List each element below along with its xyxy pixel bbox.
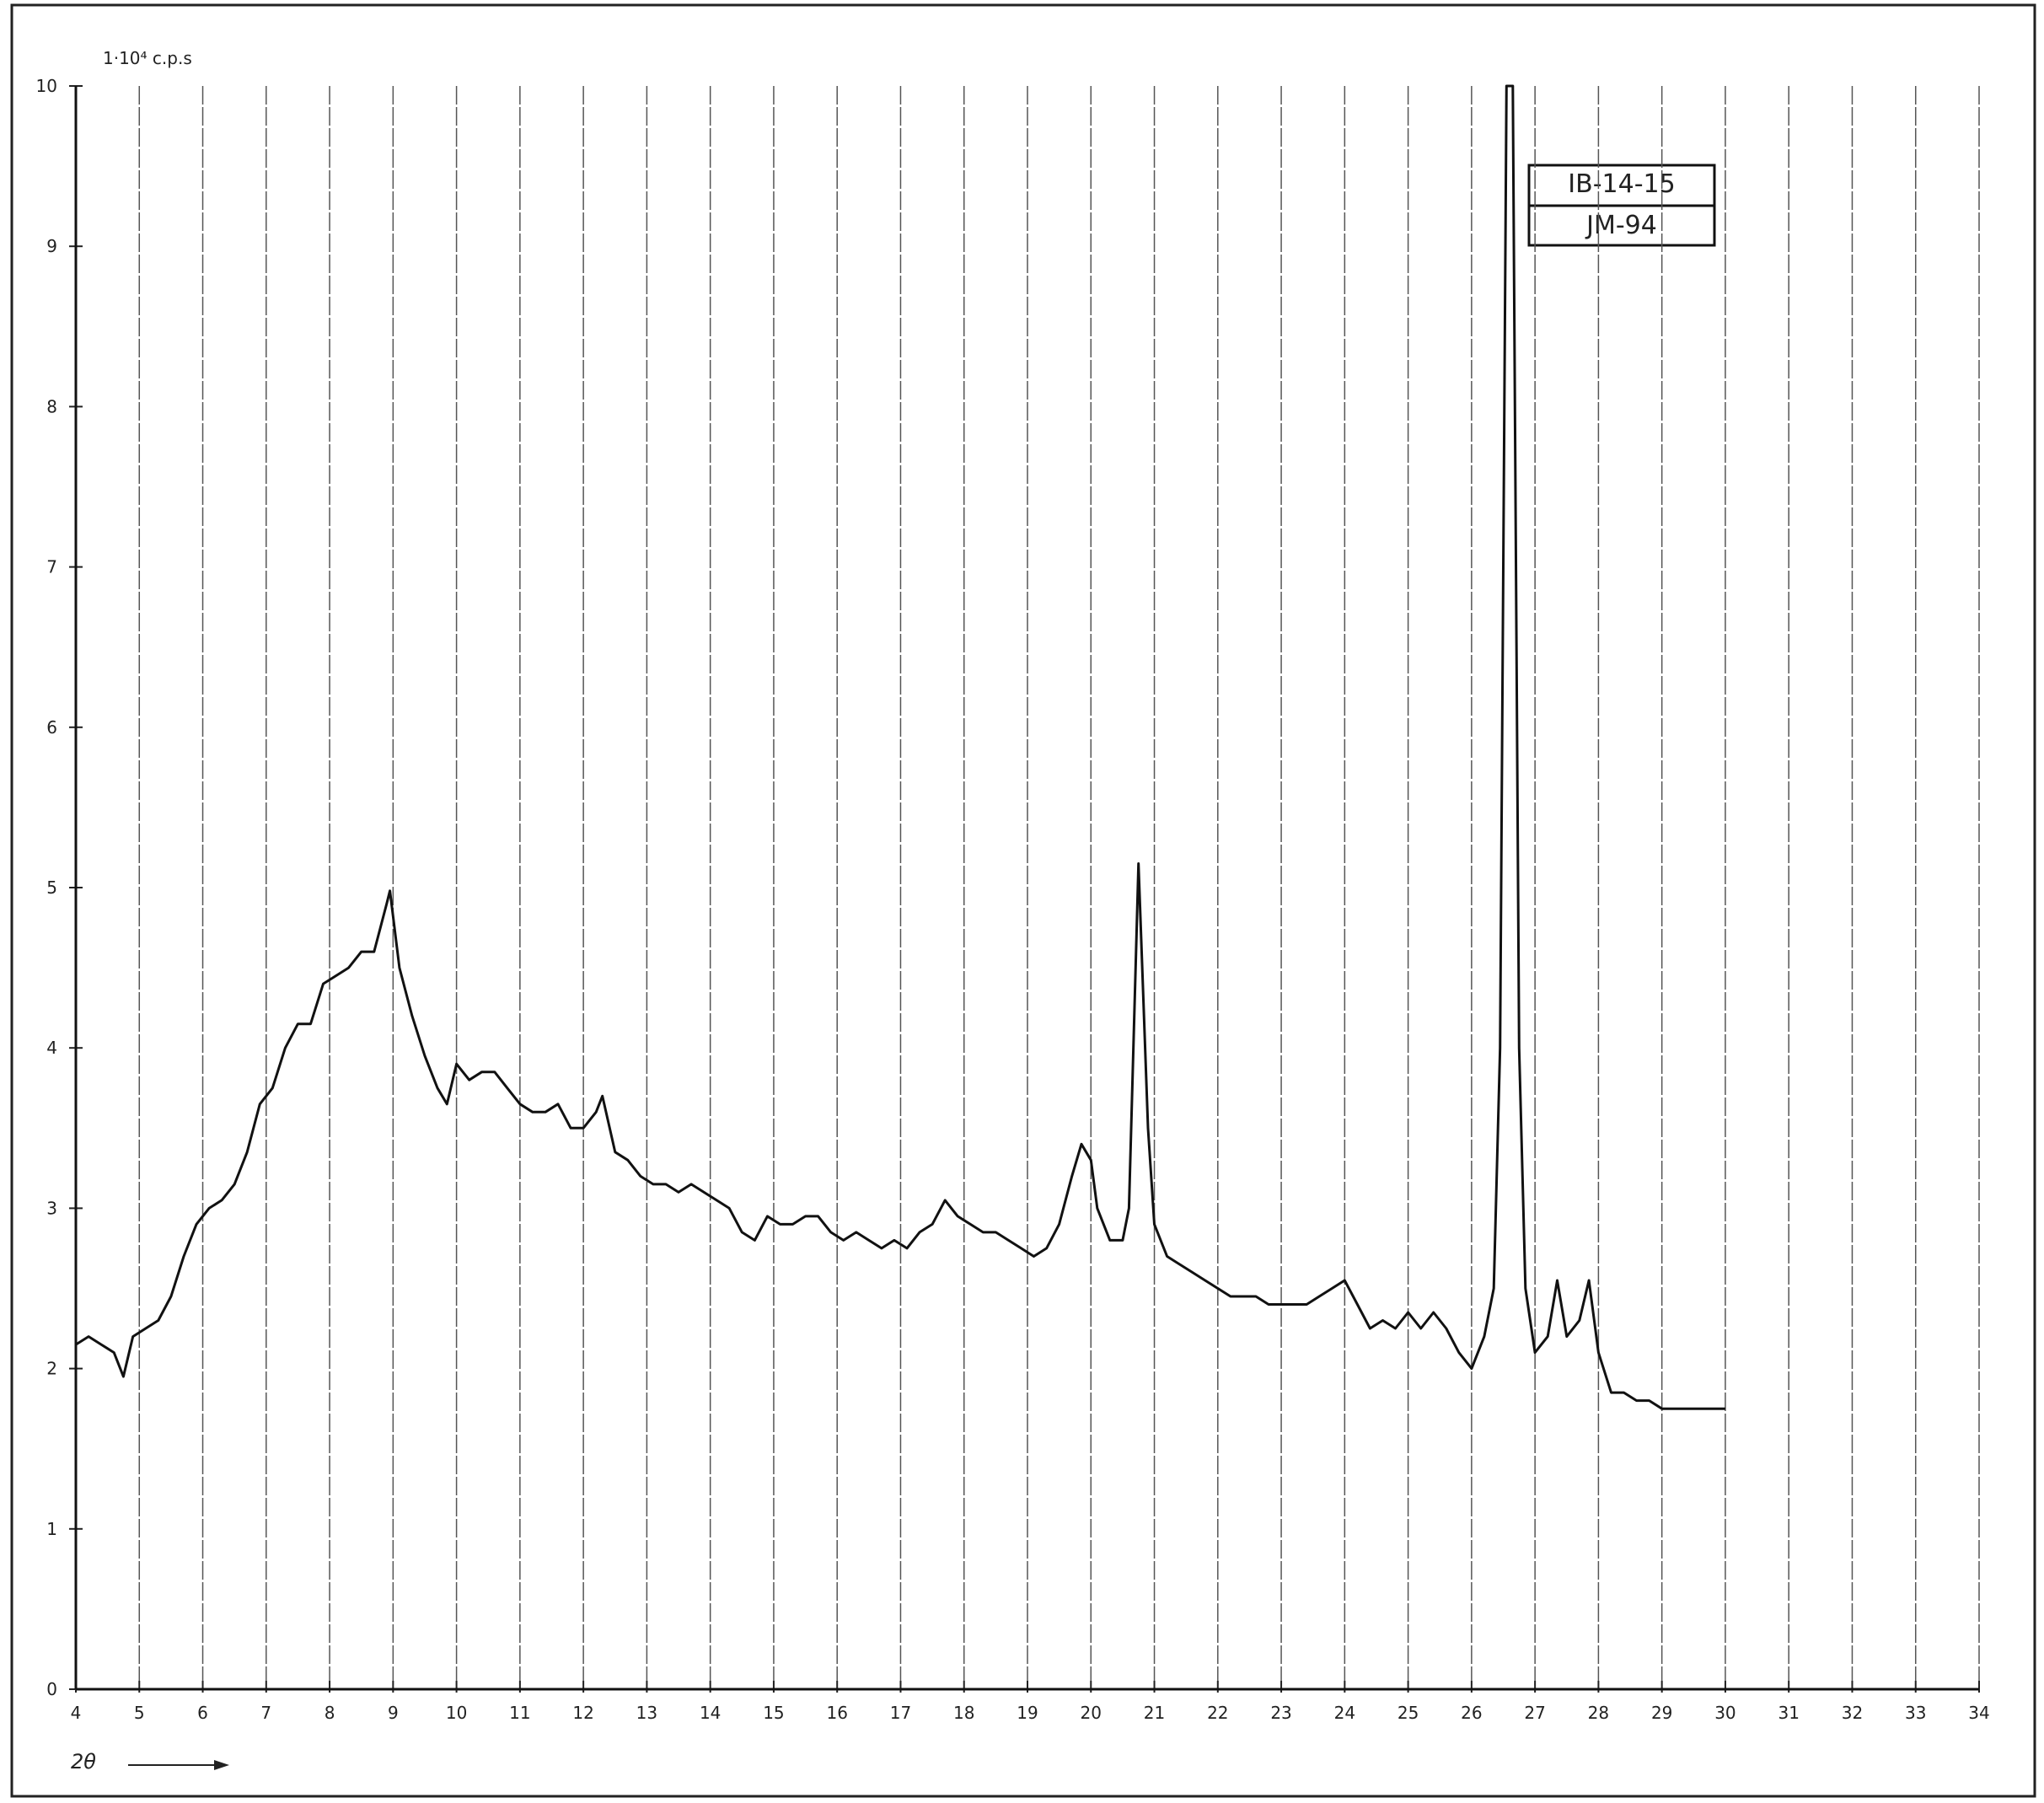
x-tick-label: 11: [509, 1703, 530, 1723]
x-tick-label: 31: [1778, 1703, 1799, 1723]
x-tick-label: 34: [1968, 1703, 1989, 1723]
y-tick-label: 5: [46, 877, 57, 898]
x-tick-label: 32: [1842, 1703, 1863, 1723]
y-tick-label: 9: [46, 236, 57, 256]
y-tick-label: 7: [46, 557, 57, 577]
x-tick-label: 22: [1207, 1703, 1228, 1723]
x-tick-label: 16: [826, 1703, 847, 1723]
y-tick-label: 0: [46, 1679, 57, 1699]
x-tick-label: 9: [388, 1703, 399, 1723]
y-tick-label: 6: [46, 717, 57, 738]
y-tick-label: 2: [46, 1359, 57, 1379]
x-tick-label: 26: [1461, 1703, 1482, 1723]
x-tick-label: 20: [1081, 1703, 1102, 1723]
x-tick-label: 18: [953, 1703, 974, 1723]
y-axis-label: 1·10⁴ c.p.s: [103, 48, 192, 68]
x-tick-label: 28: [1588, 1703, 1609, 1723]
x-tick-label: 19: [1017, 1703, 1038, 1723]
x-tick-label: 24: [1334, 1703, 1355, 1723]
x-tick-label: 23: [1270, 1703, 1291, 1723]
arrow-head: [214, 1760, 229, 1770]
x-tick-label: 12: [572, 1703, 593, 1723]
y-tick-label: 10: [36, 76, 57, 96]
y-tick-label: 8: [46, 396, 57, 416]
x-tick-label: 5: [134, 1703, 145, 1723]
x-tick-label: 8: [325, 1703, 335, 1723]
x-tick-label: 17: [890, 1703, 911, 1723]
x-tick-label: 13: [636, 1703, 657, 1723]
x-tick-label: 25: [1398, 1703, 1419, 1723]
x-tick-label: 15: [763, 1703, 784, 1723]
y-tick-label: 1: [46, 1519, 57, 1539]
annotation: JM-94: [1585, 211, 1657, 240]
x-tick-label: 30: [1714, 1703, 1736, 1723]
x-tick-label: 10: [446, 1703, 467, 1723]
x-tick-label: 4: [71, 1703, 82, 1723]
x-tick-label: 33: [1905, 1703, 1926, 1723]
x-axis-label: 2θ: [71, 1750, 96, 1773]
x-tick-label: 14: [700, 1703, 721, 1723]
x-tick-label: 7: [260, 1703, 271, 1723]
annotation: IB-14-15: [1568, 169, 1675, 199]
y-tick-label: 3: [46, 1198, 57, 1218]
data-line: [75, 84, 1725, 1410]
x-tick-label: 21: [1144, 1703, 1165, 1723]
x-tick-label: 29: [1651, 1703, 1672, 1723]
x-tick-label: 27: [1524, 1703, 1545, 1723]
x-tick-label: 6: [197, 1703, 208, 1723]
y-tick-label: 4: [46, 1038, 57, 1058]
frame: [10, 3, 2036, 1798]
